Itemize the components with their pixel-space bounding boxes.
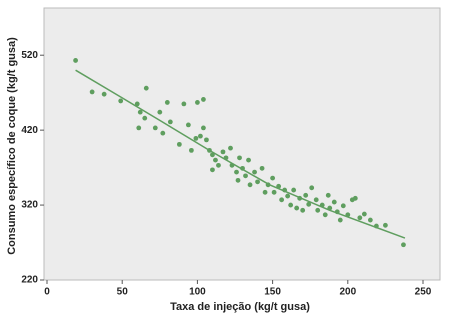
point <box>294 205 300 211</box>
point <box>216 162 221 168</box>
point <box>73 58 78 63</box>
trend-line <box>75 69 406 239</box>
point <box>185 122 191 128</box>
point <box>234 169 239 175</box>
point <box>210 152 215 158</box>
point <box>246 157 251 163</box>
x-tick-label: 250 <box>415 287 432 298</box>
point <box>228 145 233 151</box>
point <box>337 217 343 223</box>
point <box>291 187 297 193</box>
point <box>367 217 373 223</box>
point <box>271 189 277 195</box>
point <box>340 203 346 209</box>
y-tick-label: 320 <box>21 200 38 211</box>
point <box>331 199 337 205</box>
point <box>201 97 206 102</box>
point <box>137 109 143 115</box>
point <box>401 242 406 248</box>
point <box>300 207 306 213</box>
point <box>198 133 203 139</box>
point <box>220 149 226 155</box>
point <box>142 115 148 121</box>
point <box>303 192 309 198</box>
point <box>255 179 260 185</box>
point <box>101 91 107 97</box>
point <box>383 222 388 228</box>
point <box>259 165 265 171</box>
point <box>204 137 209 143</box>
x-tick-label: 0 <box>44 287 50 298</box>
x-tick-label: 200 <box>339 287 356 298</box>
point <box>193 135 199 141</box>
point <box>352 195 358 201</box>
point <box>160 130 166 136</box>
plot-area <box>43 7 441 281</box>
point <box>201 125 206 131</box>
point <box>157 109 163 115</box>
point <box>181 101 187 107</box>
point <box>262 189 268 195</box>
point <box>306 201 312 207</box>
point <box>176 141 182 147</box>
y-tick-label: 420 <box>21 125 38 136</box>
point <box>325 192 331 198</box>
x-tick-label: 50 <box>117 287 129 298</box>
y-tick-label: 220 <box>21 275 38 286</box>
point <box>288 202 294 208</box>
point <box>309 185 315 191</box>
point <box>313 197 319 203</box>
point <box>143 85 149 91</box>
point <box>164 100 170 105</box>
point <box>213 157 218 163</box>
point <box>118 98 124 104</box>
point <box>152 125 158 131</box>
point <box>188 147 194 153</box>
point <box>167 119 173 125</box>
point <box>195 100 200 105</box>
point <box>285 193 291 199</box>
point <box>243 173 248 179</box>
point <box>210 167 215 173</box>
point <box>322 212 328 218</box>
point <box>279 197 285 203</box>
point <box>134 101 140 107</box>
point <box>361 211 367 217</box>
point <box>247 182 253 188</box>
x-tick-label: 100 <box>189 287 206 298</box>
y-tick-label: 520 <box>21 50 38 61</box>
point <box>252 169 257 175</box>
x-tick-label: 150 <box>264 287 281 298</box>
x-axis-title: Taxa de injeção (kg/t gusa) <box>170 301 310 313</box>
y-axis-title: Consumo específico de coque (kg/t gusa) <box>6 37 18 255</box>
point <box>270 175 276 181</box>
point <box>357 215 363 221</box>
point <box>237 155 242 161</box>
point <box>315 207 321 213</box>
point <box>89 89 95 95</box>
point <box>136 125 142 131</box>
point <box>235 177 241 183</box>
